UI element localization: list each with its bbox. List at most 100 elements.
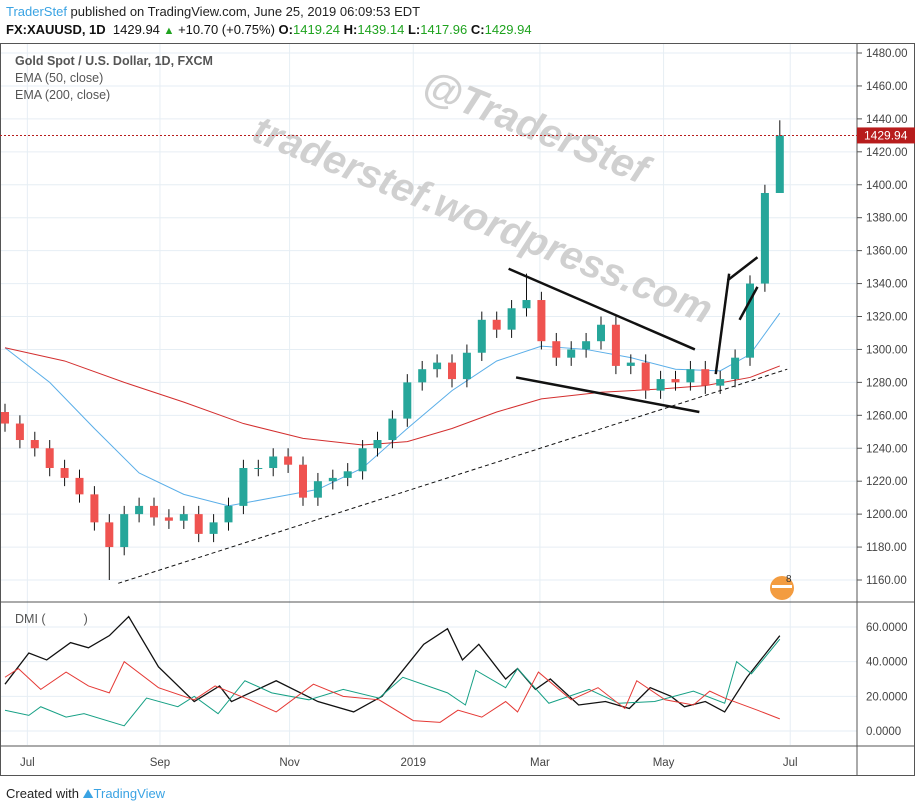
legend-ema200[interactable]: EMA (200, close) xyxy=(15,88,111,102)
pattern-trendline xyxy=(738,286,759,321)
candle-body xyxy=(15,423,24,441)
candle-body xyxy=(671,379,680,383)
ema200-line xyxy=(4,347,780,446)
y-tick-label: 1420.00 xyxy=(866,147,908,159)
support-trendline xyxy=(118,368,788,584)
y-tick-label: 1340.00 xyxy=(866,279,908,291)
y-tick-label: 1440.00 xyxy=(866,114,908,126)
candle-body xyxy=(746,283,754,358)
adx-line xyxy=(4,615,781,713)
candle-body xyxy=(522,300,531,309)
candle-body xyxy=(582,341,591,350)
candle-body xyxy=(418,369,427,383)
candle-body xyxy=(775,135,784,193)
pattern-trendline xyxy=(726,256,759,282)
dmi-tick-label: 20.0000 xyxy=(866,691,908,703)
open-value: 1419.24 xyxy=(293,22,340,37)
grid xyxy=(0,43,857,745)
candle-body xyxy=(313,481,322,498)
tradingview-link[interactable]: TradingView xyxy=(93,786,166,801)
created-with: Created with xyxy=(6,786,79,801)
candles xyxy=(1,120,784,580)
candle-body xyxy=(120,514,129,548)
candle-body xyxy=(507,308,516,330)
candle-body xyxy=(254,468,263,470)
y-tick-label: 1240.00 xyxy=(866,443,908,455)
flag-stripe xyxy=(772,585,792,588)
close-label: C: xyxy=(470,22,485,37)
price-change: +10.70 (+0.75%) xyxy=(178,22,275,37)
open-label: O: xyxy=(278,22,293,37)
candle-body xyxy=(462,352,471,380)
badge-count: 8 xyxy=(786,574,792,585)
candle-body xyxy=(358,448,367,472)
plus-di-line xyxy=(4,638,781,727)
candle-body xyxy=(641,362,650,391)
outer-frame xyxy=(0,43,915,776)
tradingview-logo-icon: ⛰ xyxy=(82,786,94,801)
watermark-site: traderstef.wordpress.com xyxy=(247,108,719,333)
candle-body xyxy=(388,418,397,441)
candle-body xyxy=(477,319,486,353)
candle-body xyxy=(75,477,84,495)
candle-body xyxy=(269,456,278,469)
minus-di-line xyxy=(4,660,780,723)
dmi-tick-label: 40.0000 xyxy=(866,657,908,669)
last-price: 1429.94 xyxy=(112,22,160,37)
candle-body xyxy=(90,494,99,523)
candle-body xyxy=(224,505,233,523)
candle-body xyxy=(656,379,665,391)
candle-body xyxy=(567,349,576,358)
y-tick-label: 1300.00 xyxy=(866,344,908,356)
flag-badge[interactable]: 8 xyxy=(770,574,794,600)
candle-body xyxy=(626,362,635,366)
dmi-tick-label: 60.0000 xyxy=(866,622,908,634)
y-tick-label: 1260.00 xyxy=(866,410,908,422)
candle-body xyxy=(30,440,39,449)
axes: Jul Sep Nov 2019 Mar May Jul 1160.00 1180.00 1200… xyxy=(20,48,915,769)
high-value: 1439.14 xyxy=(357,22,405,37)
legend-dmi[interactable]: DMI () xyxy=(15,612,88,626)
y-tick-label: 1220.00 xyxy=(866,476,908,488)
watermark-handle: @TraderStef xyxy=(417,63,658,194)
last-price-tag xyxy=(857,127,915,144)
chart-frame xyxy=(0,43,915,776)
candle-body xyxy=(150,505,158,518)
candle-body xyxy=(60,468,69,478)
footer: Created with ⛰TradingView xyxy=(6,786,165,802)
legend-ema50[interactable]: EMA (50, close) xyxy=(15,71,104,85)
low-value: 1417.96 xyxy=(420,22,468,37)
last-price-tag-label: 1429.94 xyxy=(864,128,908,142)
publish-info: TraderStef published on TradingView.com,… xyxy=(6,4,420,19)
candle-body xyxy=(448,362,456,380)
candle-body xyxy=(164,517,173,521)
low-label: L: xyxy=(407,22,421,37)
candle-body xyxy=(373,440,382,449)
symbol: FX:XAUUSD, 1D xyxy=(6,22,106,37)
x-tick-label: Nov xyxy=(279,757,300,769)
x-tick-label: Jul xyxy=(783,757,798,769)
dmi-tick-label: 0.0000 xyxy=(866,726,901,738)
candle-body xyxy=(537,300,546,342)
y-tick-label: 1380.00 xyxy=(866,213,908,225)
x-tick-label: 2019 xyxy=(400,757,426,769)
pattern-trendline xyxy=(714,273,731,375)
candle-body xyxy=(597,324,605,342)
candle-body xyxy=(716,379,725,386)
candle-body xyxy=(284,456,293,465)
y-tick-label: 1360.00 xyxy=(866,246,908,258)
up-triangle-icon: ▲ xyxy=(163,25,175,37)
candle-body xyxy=(179,514,188,521)
candle-body xyxy=(239,468,248,506)
candle-body xyxy=(701,369,710,386)
author-link[interactable]: TraderStef xyxy=(6,4,67,19)
x-tick-label: May xyxy=(653,757,675,769)
y-tick-label: 1200.00 xyxy=(866,509,908,521)
x-tick-label: Sep xyxy=(150,757,170,769)
y-tick-label: 1480.00 xyxy=(866,48,908,60)
publish-text: published on TradingView.com, June 25, 2… xyxy=(66,4,421,19)
candle-body xyxy=(552,341,561,358)
dmi-lines xyxy=(4,615,781,727)
candle-body xyxy=(343,471,352,478)
